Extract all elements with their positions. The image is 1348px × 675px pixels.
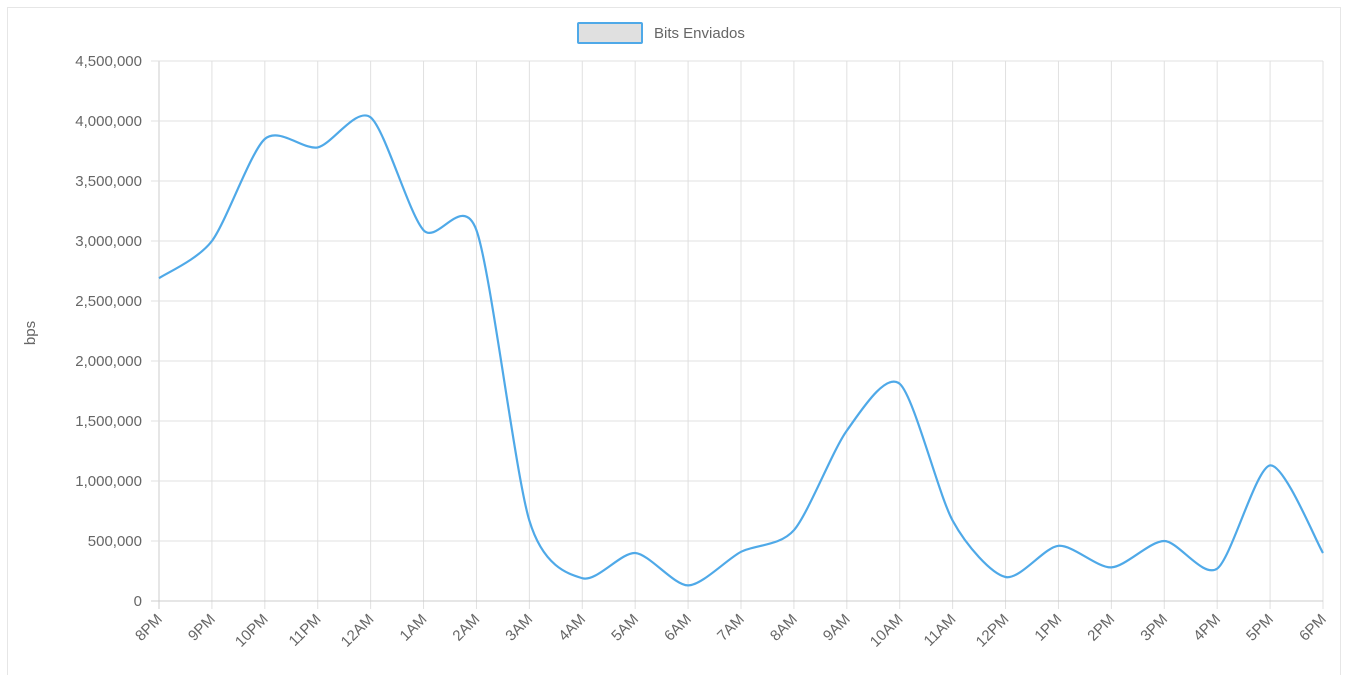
x-tick-label: 8PM: [132, 611, 166, 645]
legend[interactable]: Bits Enviados: [577, 22, 745, 44]
x-tick-label: 1PM: [1031, 611, 1065, 645]
y-tick-label: 500,000: [88, 533, 142, 550]
y-axis-ticks: 0 500,000 1,000,000 1,500,000 2,000,000 2,500…: [75, 53, 142, 610]
x-tick-label: 5AM: [608, 611, 642, 645]
legend-swatch[interactable]: [577, 22, 643, 44]
y-tick-label: 3,500,000: [75, 173, 142, 190]
y-tick-label: 4,500,000: [75, 53, 142, 70]
horizontal-gridlines: [151, 60, 1323, 602]
y-tick-label: 2,500,000: [75, 293, 142, 310]
y-axis-title: bps: [22, 321, 39, 345]
x-tick-label: 9PM: [185, 611, 219, 645]
x-tick-label: 10AM: [867, 611, 907, 651]
x-tick-label: 4PM: [1190, 611, 1224, 645]
series-line-bits-enviados: [158, 114, 1324, 587]
vertical-gridlines: [158, 61, 1324, 609]
x-tick-label: 4AM: [555, 611, 589, 645]
x-tick-label: 2AM: [449, 611, 483, 645]
y-tick-label: 4,000,000: [75, 113, 142, 130]
x-tick-label: 12AM: [338, 611, 378, 651]
x-tick-label: 6AM: [661, 611, 695, 645]
x-tick-label: 12PM: [973, 611, 1013, 651]
x-tick-label: 9AM: [820, 611, 854, 645]
y-tick-label: 0: [134, 593, 142, 610]
x-tick-label: 3AM: [502, 611, 536, 645]
x-tick-label: 5PM: [1243, 611, 1277, 645]
y-tick-label: 1,500,000: [75, 413, 142, 430]
y-tick-label: 3,000,000: [75, 233, 142, 250]
x-tick-label: 11AM: [921, 611, 960, 650]
x-tick-label: 6PM: [1296, 611, 1330, 645]
x-tick-label: 11PM: [286, 611, 325, 650]
x-tick-label: 3PM: [1137, 611, 1171, 645]
x-tick-label: 1AM: [397, 611, 431, 645]
x-tick-label: 2PM: [1084, 611, 1118, 645]
x-axis-ticks: 8PM 9PM 10PM 11PM 12AM 1AM 2AM 3AM 4AM 5AM 6AM 7AM 8…: [132, 611, 1330, 651]
x-tick-label: 7AM: [714, 611, 748, 645]
x-tick-label: 10PM: [232, 611, 272, 651]
legend-label-bits-enviados[interactable]: Bits Enviados: [654, 25, 745, 42]
y-tick-label: 1,000,000: [75, 473, 142, 490]
x-tick-label: 8AM: [767, 611, 801, 645]
y-tick-label: 2,000,000: [75, 353, 142, 370]
chart-frame: [7, 7, 1341, 675]
